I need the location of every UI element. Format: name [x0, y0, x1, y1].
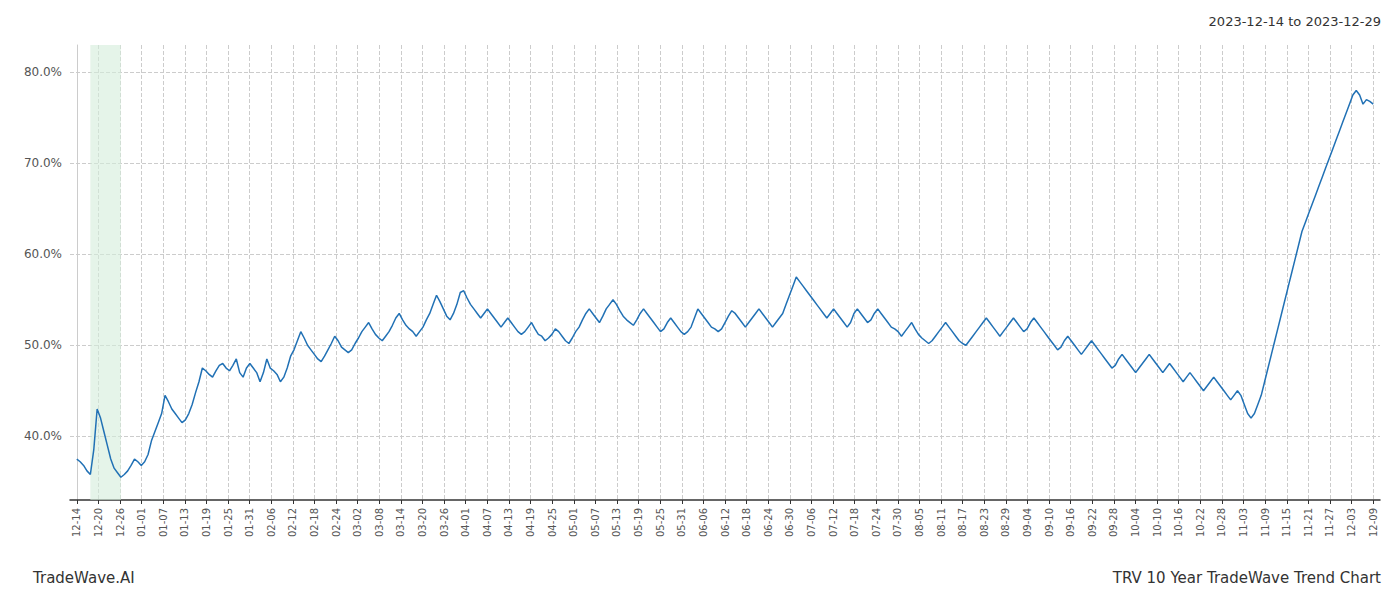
svg-text:70.0%: 70.0% — [24, 156, 62, 170]
svg-text:02-06: 02-06 — [266, 508, 277, 537]
svg-text:05-31: 05-31 — [676, 508, 687, 537]
svg-text:01-13: 01-13 — [179, 508, 190, 537]
svg-text:09-22: 09-22 — [1087, 508, 1098, 537]
svg-text:09-16: 09-16 — [1065, 508, 1076, 537]
svg-text:06-30: 06-30 — [784, 508, 795, 537]
svg-text:03-02: 03-02 — [352, 508, 363, 537]
svg-text:03-26: 03-26 — [439, 508, 450, 537]
svg-text:08-23: 08-23 — [979, 508, 990, 537]
svg-text:03-14: 03-14 — [395, 508, 406, 537]
svg-text:60.0%: 60.0% — [24, 247, 62, 261]
svg-text:08-11: 08-11 — [936, 508, 947, 537]
svg-text:2023-12-14 to 2023-12-29: 2023-12-14 to 2023-12-29 — [1209, 14, 1381, 29]
svg-text:05-19: 05-19 — [633, 508, 644, 537]
svg-text:03-20: 03-20 — [417, 508, 428, 537]
svg-text:10-16: 10-16 — [1173, 508, 1184, 537]
svg-text:01-31: 01-31 — [244, 508, 255, 537]
svg-text:11-15: 11-15 — [1281, 508, 1292, 537]
svg-text:05-01: 05-01 — [568, 508, 579, 537]
svg-text:03-08: 03-08 — [374, 508, 385, 537]
svg-text:01-01: 01-01 — [136, 508, 147, 537]
svg-text:11-09: 11-09 — [1260, 508, 1271, 537]
svg-text:40.0%: 40.0% — [24, 429, 62, 443]
svg-text:04-13: 04-13 — [503, 508, 514, 537]
svg-text:04-01: 04-01 — [460, 508, 471, 537]
svg-text:12-20: 12-20 — [93, 508, 104, 537]
svg-text:05-25: 05-25 — [655, 508, 666, 537]
svg-text:05-07: 05-07 — [590, 508, 601, 537]
svg-text:12-09: 12-09 — [1368, 508, 1379, 537]
svg-text:05-13: 05-13 — [611, 508, 622, 537]
svg-text:02-24: 02-24 — [331, 508, 342, 537]
svg-text:10-22: 10-22 — [1195, 508, 1206, 537]
svg-text:07-18: 07-18 — [849, 508, 860, 537]
svg-text:09-10: 09-10 — [1044, 508, 1055, 537]
svg-text:04-07: 04-07 — [482, 508, 493, 537]
svg-text:10-04: 10-04 — [1130, 508, 1141, 537]
svg-text:08-29: 08-29 — [1000, 508, 1011, 537]
svg-text:06-24: 06-24 — [763, 508, 774, 537]
svg-text:12-03: 12-03 — [1346, 508, 1357, 537]
svg-text:07-06: 07-06 — [806, 508, 817, 537]
svg-text:TradeWave.AI: TradeWave.AI — [32, 569, 135, 587]
svg-text:11-21: 11-21 — [1303, 508, 1314, 537]
svg-text:08-05: 08-05 — [914, 508, 925, 537]
svg-text:04-25: 04-25 — [547, 508, 558, 537]
svg-text:80.0%: 80.0% — [24, 65, 62, 79]
svg-text:06-18: 06-18 — [741, 508, 752, 537]
svg-text:12-26: 12-26 — [115, 508, 126, 537]
svg-text:10-28: 10-28 — [1216, 508, 1227, 537]
svg-text:07-30: 07-30 — [892, 508, 903, 537]
svg-text:09-04: 09-04 — [1022, 508, 1033, 537]
svg-text:50.0%: 50.0% — [24, 338, 62, 352]
svg-text:02-18: 02-18 — [309, 508, 320, 537]
svg-text:04-19: 04-19 — [525, 508, 536, 537]
svg-text:10-10: 10-10 — [1152, 508, 1163, 537]
svg-text:11-27: 11-27 — [1324, 508, 1335, 537]
svg-text:01-07: 01-07 — [158, 508, 169, 537]
svg-text:11-03: 11-03 — [1238, 508, 1249, 537]
svg-text:08-17: 08-17 — [957, 508, 968, 537]
svg-text:07-12: 07-12 — [828, 508, 839, 537]
svg-text:12-14: 12-14 — [71, 508, 82, 537]
svg-text:01-19: 01-19 — [201, 508, 212, 537]
svg-text:01-25: 01-25 — [223, 508, 234, 537]
svg-text:06-06: 06-06 — [698, 508, 709, 537]
svg-text:TRV 10 Year TradeWave Trend Ch: TRV 10 Year TradeWave Trend Chart — [1112, 569, 1381, 587]
svg-text:02-12: 02-12 — [287, 508, 298, 537]
svg-text:09-28: 09-28 — [1108, 508, 1119, 537]
svg-text:07-24: 07-24 — [871, 508, 882, 537]
svg-text:06-12: 06-12 — [720, 508, 731, 537]
